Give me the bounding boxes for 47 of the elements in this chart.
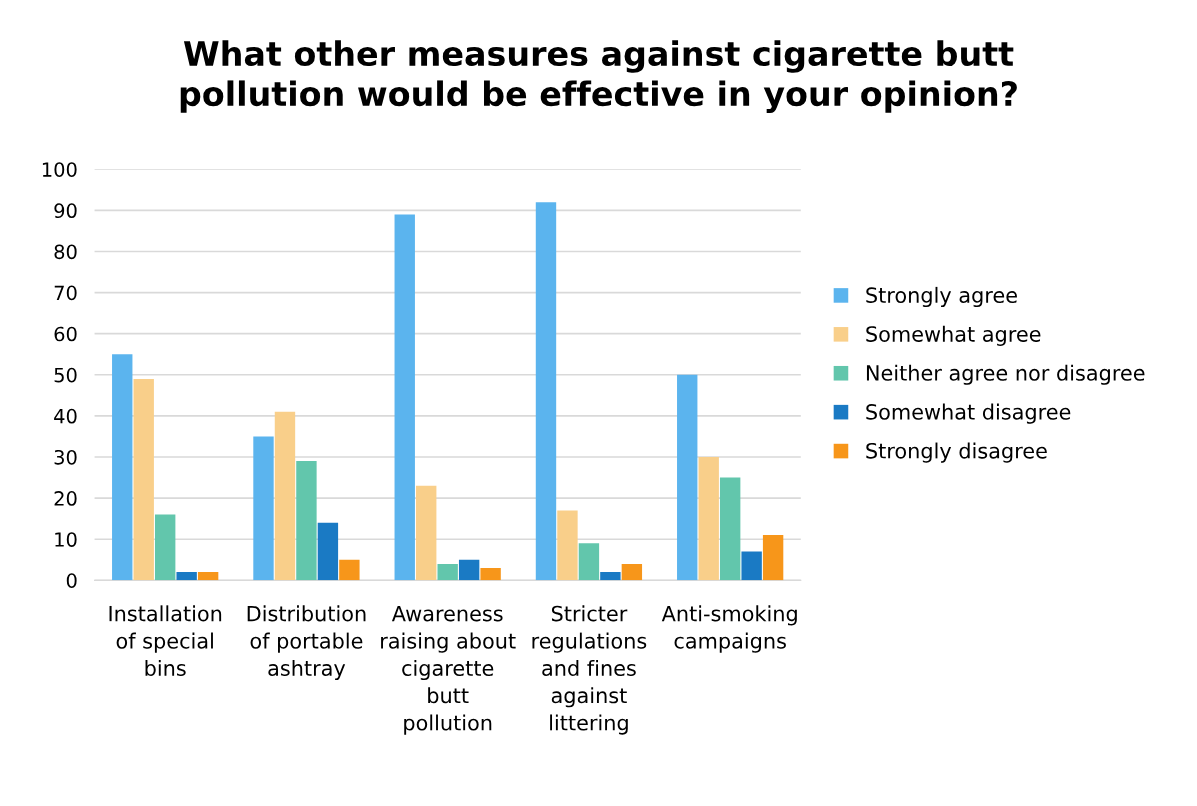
x-tick-label: Stricter regulations and fines against littering bbox=[532, 605, 647, 735]
bar bbox=[741, 551, 762, 581]
bar bbox=[458, 559, 480, 581]
bar bbox=[112, 354, 133, 581]
chart-title: What other measures against cigarette butt pollution would be effective in your opinion? bbox=[180, 40, 1017, 113]
y-tick-label: 40 bbox=[54, 408, 77, 424]
y-tick-label: 0 bbox=[66, 573, 77, 588]
y-tick-label: 10 bbox=[55, 532, 77, 547]
bar bbox=[535, 202, 557, 581]
x-tick-label: Anti-smoking campaigns bbox=[661, 605, 797, 653]
y-tick-label: 100 bbox=[42, 162, 77, 177]
bar bbox=[621, 563, 643, 581]
x-tick-label: Installation of special bins bbox=[109, 605, 222, 677]
bar bbox=[133, 378, 154, 581]
bar bbox=[176, 572, 197, 581]
y-tick-label: 30 bbox=[54, 449, 77, 465]
y-tick-label: 70 bbox=[54, 285, 77, 301]
x-tick-label: Distribution of portable ashtray bbox=[247, 605, 366, 681]
legend-label: Somewhat agree bbox=[866, 325, 1041, 346]
bar bbox=[698, 457, 719, 581]
bar bbox=[317, 522, 339, 581]
y-tick-label: 80 bbox=[54, 244, 77, 260]
legend-label: Strongly agree bbox=[866, 286, 1017, 308]
y-tick-label: 60 bbox=[54, 326, 77, 342]
bar bbox=[557, 510, 578, 581]
bar bbox=[339, 559, 360, 581]
bar bbox=[197, 572, 219, 581]
bar bbox=[719, 477, 741, 581]
y-tick-label: 20 bbox=[54, 491, 77, 506]
bar bbox=[416, 485, 437, 581]
legend-label: Neither agree nor disagree bbox=[866, 364, 1145, 385]
bar bbox=[762, 535, 784, 581]
bar bbox=[600, 572, 621, 581]
bar bbox=[154, 514, 176, 581]
x-tick-label: Awareness raising about cigarette butt pollution bbox=[381, 605, 516, 735]
legend-label: Strongly disagree bbox=[866, 442, 1047, 463]
y-tick-label: 50 bbox=[54, 367, 77, 383]
bar bbox=[253, 436, 274, 581]
bar bbox=[480, 567, 501, 581]
legend-label: Somewhat disagree bbox=[866, 403, 1071, 424]
bar bbox=[578, 543, 600, 581]
y-tick-label: 90 bbox=[54, 203, 77, 219]
bar bbox=[296, 461, 317, 581]
bar bbox=[274, 411, 296, 581]
bar bbox=[437, 563, 458, 581]
bar bbox=[394, 214, 415, 581]
bar bbox=[677, 374, 698, 581]
